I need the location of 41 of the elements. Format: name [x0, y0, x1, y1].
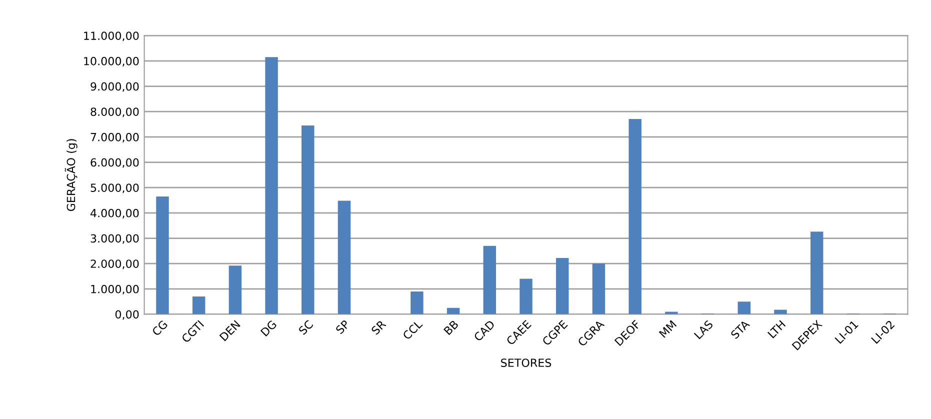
bar [483, 246, 496, 314]
x-tick-label: SR [370, 319, 386, 336]
bar [156, 196, 169, 314]
y-tick-label: 5.000,00 [90, 184, 139, 194]
y-tick-label: 9.000,00 [90, 82, 139, 92]
x-axis-title: SETORES [501, 358, 552, 367]
y-axis-title: GERAÇÃO (g) [64, 139, 78, 212]
x-tick-label: LTH [767, 320, 786, 338]
bar [520, 278, 532, 314]
y-tick-label: 8.000,00 [90, 108, 139, 118]
x-tick-label: STA [730, 319, 750, 340]
x-tick-label: BB [444, 320, 459, 336]
bar [665, 312, 678, 314]
y-tick-label: 0,00 [115, 310, 139, 320]
y-tick-label: 4.000,00 [90, 208, 139, 218]
bar [265, 57, 278, 314]
bar [446, 308, 460, 314]
y-tick-label: 6.000,00 [90, 158, 139, 168]
bar [556, 258, 569, 314]
x-tick-label: MM [658, 320, 677, 338]
x-tick-label: DG [260, 320, 277, 337]
y-tick-label: 3.000,00 [90, 234, 139, 244]
bar [628, 118, 642, 314]
x-tick-label: CG [151, 320, 168, 336]
y-tick-label: 2.000,00 [90, 260, 139, 270]
bar [738, 302, 750, 314]
bar [192, 296, 206, 314]
bar [338, 200, 351, 314]
y-tick-label: 7.000,00 [90, 132, 139, 142]
y-tick-label: 11.000,00 [84, 32, 139, 42]
y-tick-label: 10.000,00 [84, 56, 139, 66]
x-tick-label: CCL [402, 319, 423, 340]
bar [810, 232, 824, 314]
bar [592, 264, 606, 314]
y-tick-label: 1.000,00 [91, 284, 139, 294]
x-tick-label: SP [335, 320, 350, 334]
bar [302, 126, 314, 314]
bar [410, 291, 424, 314]
bar [774, 310, 787, 314]
bar [228, 266, 242, 314]
x-tick-label: SC [298, 320, 314, 336]
